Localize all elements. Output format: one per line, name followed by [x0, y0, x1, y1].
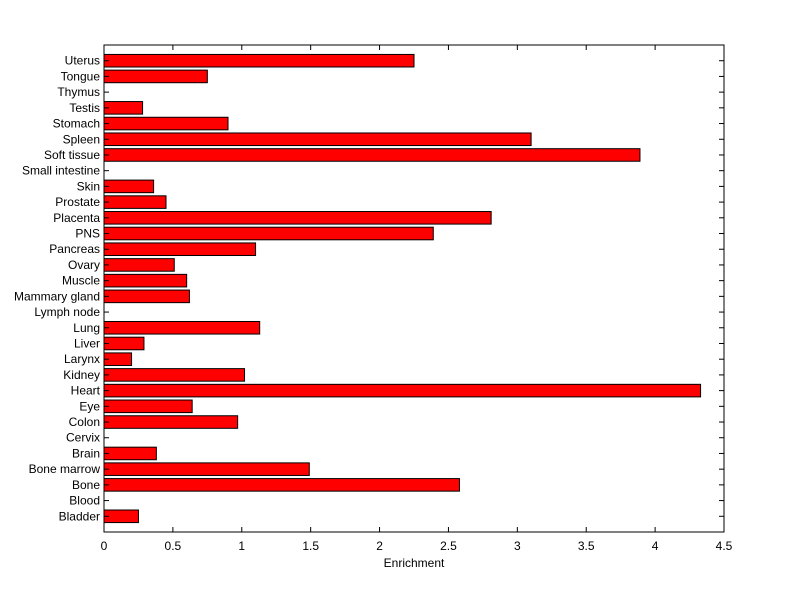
bar-soft-tissue: [103, 148, 641, 162]
x-tick-label: 2.5: [440, 539, 457, 553]
bar-liver: [103, 336, 145, 351]
bar-lung: [103, 320, 261, 335]
y-tick-label: Ovary: [68, 258, 100, 272]
bar-muscle: [103, 273, 188, 288]
y-tick-label: Blood: [69, 494, 100, 508]
y-tick-label: Larynx: [64, 352, 100, 366]
y-tick-label: Bone: [72, 478, 100, 492]
bar-pns: [103, 226, 434, 241]
bar-kidney: [103, 368, 246, 382]
y-tick-label: Bladder: [59, 509, 100, 523]
y-tick-label: Uterus: [65, 54, 100, 68]
bars-group: [103, 53, 702, 524]
bar-mammary-gland: [103, 289, 190, 304]
y-tick-label: Spleen: [63, 132, 100, 146]
y-tick-label: PNS: [75, 227, 100, 241]
bar-brain: [103, 446, 157, 461]
y-tick-label: Tongue: [61, 69, 101, 83]
x-tick-label: 4.5: [716, 539, 733, 553]
bar-stomach: [103, 116, 229, 131]
bar-uterus: [103, 53, 415, 68]
bar-spleen: [103, 132, 532, 147]
y-tick-label: Heart: [71, 384, 101, 398]
y-tick-label: Liver: [74, 336, 100, 350]
bar-eye: [103, 399, 193, 414]
y-tick-label: Muscle: [62, 274, 100, 288]
y-tick-label: Soft tissue: [44, 148, 100, 162]
x-tick-label: 2: [376, 539, 383, 553]
y-tick-label: Kidney: [63, 368, 100, 382]
y-tick-label: Testis: [69, 101, 100, 115]
x-axis-title: Enrichment: [384, 556, 445, 570]
bar-heart: [103, 383, 702, 398]
bar-bone-marrow: [103, 462, 310, 476]
x-tick-label: 3.5: [578, 539, 595, 553]
ticks-group: [103, 45, 725, 532]
x-tick-labels: 0 0.5 1 1.5 2 2.5 3 3.5 4 4.5: [101, 539, 733, 553]
x-tick-label: 0.5: [165, 539, 182, 553]
x-tick-label: 4: [652, 539, 659, 553]
bar-testis: [103, 101, 144, 115]
y-tick-label: Mammary gland: [14, 289, 100, 303]
y-tick-label: Small intestine: [22, 164, 100, 178]
bar-bladder: [103, 509, 139, 524]
x-tick-label: 1.5: [302, 539, 319, 553]
plot-frame: [103, 44, 725, 533]
bar-pancreas: [103, 242, 257, 257]
bar-ovary: [103, 258, 175, 272]
bar-tongue: [103, 69, 208, 84]
bar-placenta: [103, 211, 492, 225]
x-tick-label: 1: [238, 539, 245, 553]
bar-skin: [103, 179, 155, 194]
y-tick-label: Pancreas: [49, 242, 100, 256]
y-tick-label: Prostate: [55, 195, 100, 209]
x-tick-label: 3: [514, 539, 521, 553]
y-tick-label: Bone marrow: [29, 462, 101, 476]
y-tick-label: Thymus: [57, 85, 100, 99]
x-tick-label: 0: [101, 539, 108, 553]
y-tick-label: Stomach: [53, 117, 100, 131]
y-tick-label: Placenta: [53, 211, 100, 225]
y-tick-label: Cervix: [66, 431, 100, 445]
y-tick-label: Eye: [79, 399, 100, 413]
y-tick-label: Skin: [77, 179, 100, 193]
bar-bone: [103, 478, 460, 492]
bar-prostate: [103, 195, 167, 209]
y-tick-label: Brain: [72, 446, 100, 460]
y-tick-label: Lung: [73, 321, 100, 335]
y-tick-label: Lymph node: [34, 305, 100, 319]
bar-colon: [103, 415, 239, 429]
y-tick-label: Colon: [69, 415, 100, 429]
